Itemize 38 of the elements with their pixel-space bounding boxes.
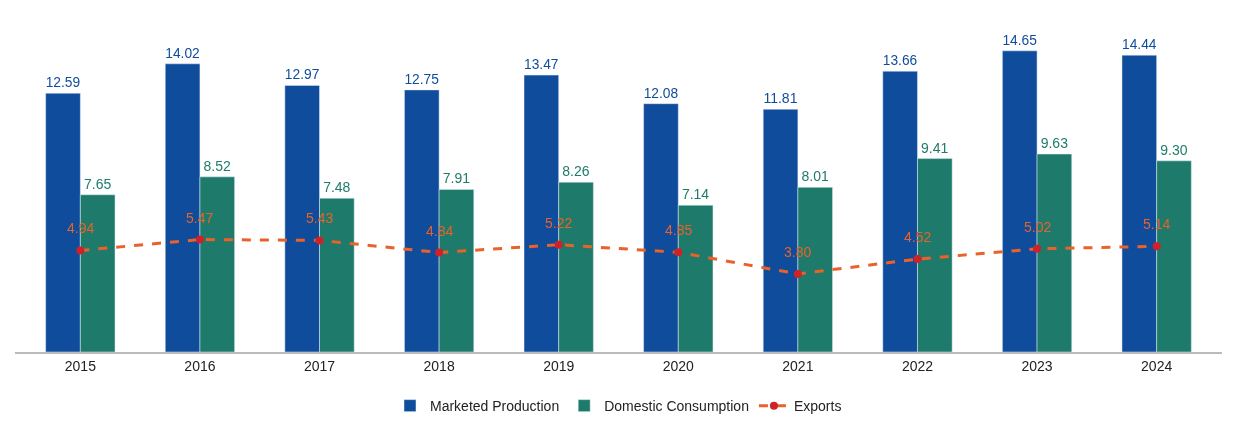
data-label: 3.80 [784,244,812,260]
data-label: 8.01 [801,168,829,185]
data-label: 5.02 [1024,219,1052,235]
x-tick-label: 2019 [543,357,575,374]
data-label: 12.08 [643,85,679,101]
data-label: 9.30 [1160,141,1188,158]
data-label: 8.26 [562,163,590,180]
data-label: 13.47 [524,57,559,73]
x-tick-label: 2018 [423,357,455,374]
data-label: 9.63 [1040,135,1069,152]
data-label: 7.91 [442,170,471,187]
data-label: 7.14 [681,186,710,203]
x-tick-label: 2020 [662,357,695,374]
data-label: 7.48 [323,179,351,196]
data-label: 12.75 [404,71,440,87]
x-tick-label: 2023 [1021,357,1053,374]
legend-label: Domestic Consumption [604,398,749,415]
data-label: 8.52 [203,157,232,174]
data-label: 4.84 [426,223,454,239]
x-tick-label: 2015 [64,357,97,374]
data-label: 14.44 [1121,37,1157,53]
data-label: 12.97 [284,67,320,83]
x-tick-label: 2021 [782,357,814,374]
data-label: 14.02 [165,45,200,61]
data-label: 7.65 [83,175,112,192]
legend-label: Marketed Production [430,398,560,415]
data-label: 14.65 [1002,32,1038,48]
data-label: 5.47 [186,210,214,226]
data-label: 12.59 [45,75,81,91]
data-label: 11.81 [763,90,798,107]
x-tick-label: 2024 [1141,357,1173,374]
x-tick-label: 2016 [184,357,216,374]
x-tick-label: 2017 [303,357,336,374]
data-label: 13.66 [882,53,918,69]
legend-label: Exports [793,398,842,415]
data-label: 9.41 [921,139,949,156]
x-tick-label: 2022 [901,357,934,374]
data-label: 4.85 [665,222,693,238]
